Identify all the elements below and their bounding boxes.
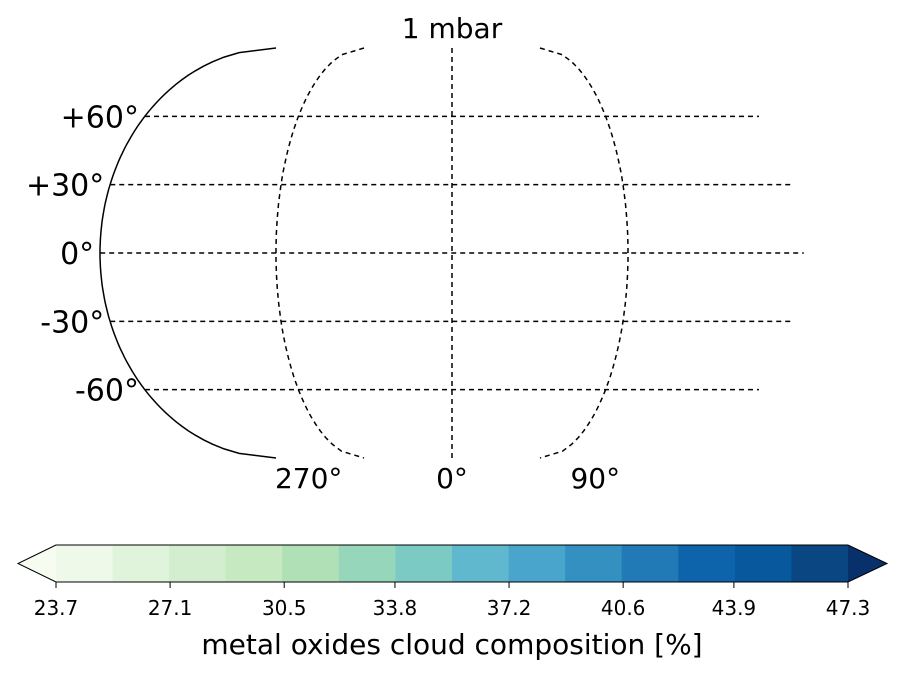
colorbar-segment xyxy=(282,545,340,582)
colorbar-tick-label: 23.7 xyxy=(34,596,79,620)
colorbar-segment xyxy=(169,545,227,582)
colorbar-tick-label: 43.9 xyxy=(712,596,757,620)
colorbar-extend-max xyxy=(848,545,887,582)
gridline-lon xyxy=(539,47,629,459)
colorbar-segment xyxy=(734,545,793,582)
colorbar-segment xyxy=(621,545,679,582)
colorbar-segment xyxy=(452,545,510,582)
colorbar-segment xyxy=(338,545,397,582)
colorbar-segment xyxy=(508,545,566,582)
lat-label: +30° xyxy=(26,169,104,204)
lat-label: 0° xyxy=(60,237,94,272)
colorbar-segment xyxy=(791,545,849,582)
colorbar-tick-label: 30.5 xyxy=(262,596,307,620)
latitude-labels: +60° +30° 0° -30° -60° xyxy=(26,100,139,408)
colorbar-segment xyxy=(56,545,114,582)
colorbar-tick-label: 40.6 xyxy=(601,596,646,620)
lat-label: -60° xyxy=(75,374,139,409)
colorbar-ticks: 23.7 27.1 30.5 33.8 37.2 40.6 43.9 47.3 xyxy=(34,582,871,620)
colorbar-segment xyxy=(565,545,623,582)
lat-label: +60° xyxy=(61,100,139,135)
colorbar-tick-label: 37.2 xyxy=(487,596,532,620)
colorbar-segment xyxy=(225,545,283,582)
colorbar xyxy=(16,544,889,583)
lat-label: -30° xyxy=(40,305,104,340)
lon-label: 0° xyxy=(436,462,468,495)
lon-label: 270° xyxy=(275,462,342,495)
gridlines xyxy=(100,47,804,459)
globe-outline xyxy=(99,47,277,459)
gridline-lon xyxy=(275,47,365,459)
colorbar-segment xyxy=(112,545,170,582)
colorbar-extend-min xyxy=(18,545,56,582)
colorbar-segment xyxy=(678,545,736,582)
colorbar-tick-label: 47.3 xyxy=(826,596,871,620)
longitude-labels: 270° 0° 90° xyxy=(275,462,620,495)
colorbar-segment xyxy=(395,545,453,582)
colorbar-label: metal oxides cloud composition [%] xyxy=(201,628,702,661)
colorbar-tick-label: 33.8 xyxy=(373,596,418,620)
lon-label: 90° xyxy=(570,462,620,495)
colorbar-tick-label: 27.1 xyxy=(148,596,193,620)
chart-title: 1 mbar xyxy=(402,12,503,45)
